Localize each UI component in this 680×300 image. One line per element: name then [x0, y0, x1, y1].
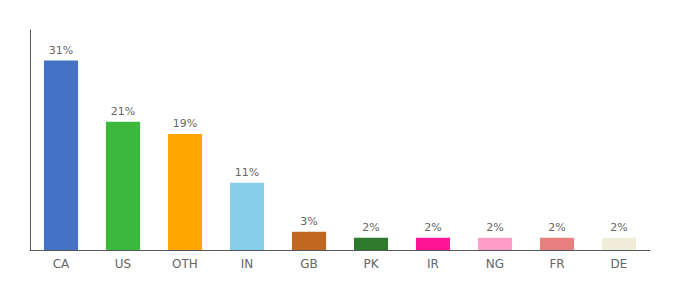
svg-text:2%: 2%	[424, 221, 441, 234]
svg-text:OTH: OTH	[172, 257, 198, 271]
svg-text:11%: 11%	[235, 166, 259, 179]
svg-text:GB: GB	[300, 257, 318, 271]
svg-text:US: US	[115, 257, 131, 271]
svg-text:21%: 21%	[111, 105, 135, 118]
svg-text:2%: 2%	[548, 221, 565, 234]
svg-text:IN: IN	[241, 257, 254, 271]
svg-text:19%: 19%	[173, 117, 197, 130]
svg-text:DE: DE	[611, 257, 628, 271]
svg-text:NG: NG	[486, 257, 504, 271]
svg-text:IR: IR	[427, 257, 439, 271]
svg-text:2%: 2%	[362, 221, 379, 234]
svg-text:2%: 2%	[610, 221, 627, 234]
svg-text:PK: PK	[363, 257, 379, 271]
svg-text:2%: 2%	[486, 221, 503, 234]
svg-text:CA: CA	[53, 257, 70, 271]
svg-text:3%: 3%	[300, 215, 317, 228]
svg-text:FR: FR	[549, 257, 564, 271]
svg-text:31%: 31%	[49, 44, 73, 57]
